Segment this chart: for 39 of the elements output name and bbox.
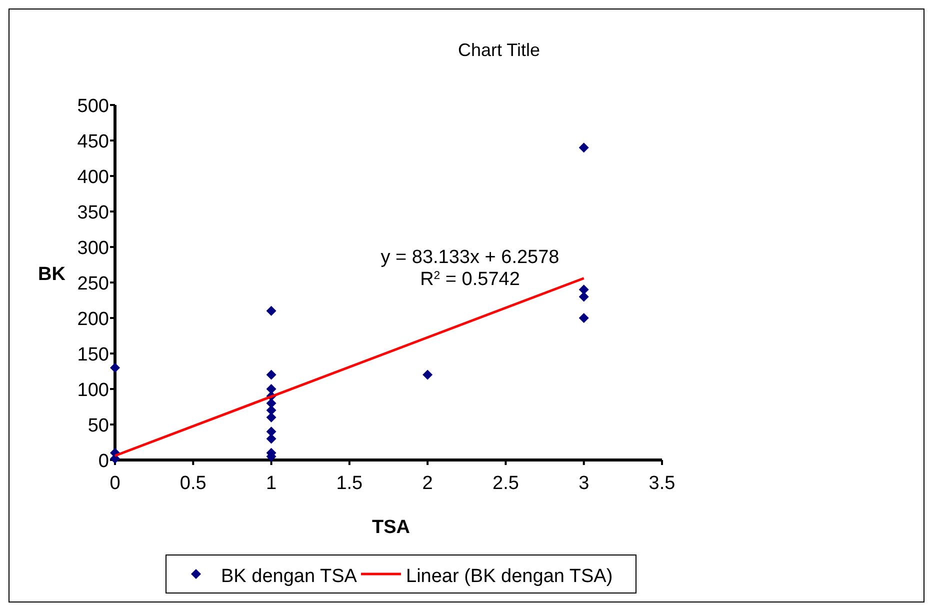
- x-tick-label: 0.5: [180, 473, 206, 494]
- y-tick-label: 500: [77, 96, 109, 117]
- annotation: R$^{2}$ = 0.5742: [420, 269, 520, 290]
- chart-title: Chart Title: [458, 40, 540, 60]
- y-tick-label: 350: [77, 202, 109, 224]
- y-tick-label: 300: [77, 238, 109, 259]
- legend-label: BK dengan TSA: [221, 566, 358, 587]
- point: [266, 306, 276, 316]
- x-axis-title: TSA: [372, 517, 410, 538]
- x-tick-label: 2: [422, 473, 433, 494]
- x-tick-label: 2.5: [492, 473, 519, 494]
- y-tick-label: 0: [98, 451, 109, 472]
- point: [578, 313, 589, 323]
- point: [266, 426, 276, 437]
- point: [578, 292, 589, 302]
- y-tick-label: 400: [77, 167, 109, 188]
- y-tick-label: 450: [77, 132, 109, 152]
- point: [266, 384, 276, 394]
- y-tick-label: 200: [77, 309, 109, 330]
- y-tick-label: 250: [77, 274, 109, 294]
- annotation: y = 83.133x + 6.2578: [380, 247, 560, 268]
- point: [110, 362, 120, 373]
- point: [266, 370, 276, 380]
- x-tick-label: 3.5: [648, 473, 676, 494]
- y-tick-label: 100: [77, 380, 109, 401]
- x-tick-label: 3: [578, 473, 590, 494]
- point: [266, 405, 276, 416]
- point: [578, 142, 589, 153]
- y-tick-label: 50: [88, 416, 109, 436]
- y-tick-label: 150: [77, 344, 109, 366]
- x-tick-label: 1.5: [336, 473, 363, 494]
- y-axis-title: BK: [38, 264, 66, 285]
- point: [266, 434, 276, 444]
- point: [578, 284, 589, 295]
- point: [422, 370, 433, 380]
- point: [266, 398, 276, 408]
- legend-label: Linear (BK dengan TSA): [406, 566, 613, 587]
- point: [266, 412, 276, 422]
- x-tick-label: 1: [266, 473, 277, 494]
